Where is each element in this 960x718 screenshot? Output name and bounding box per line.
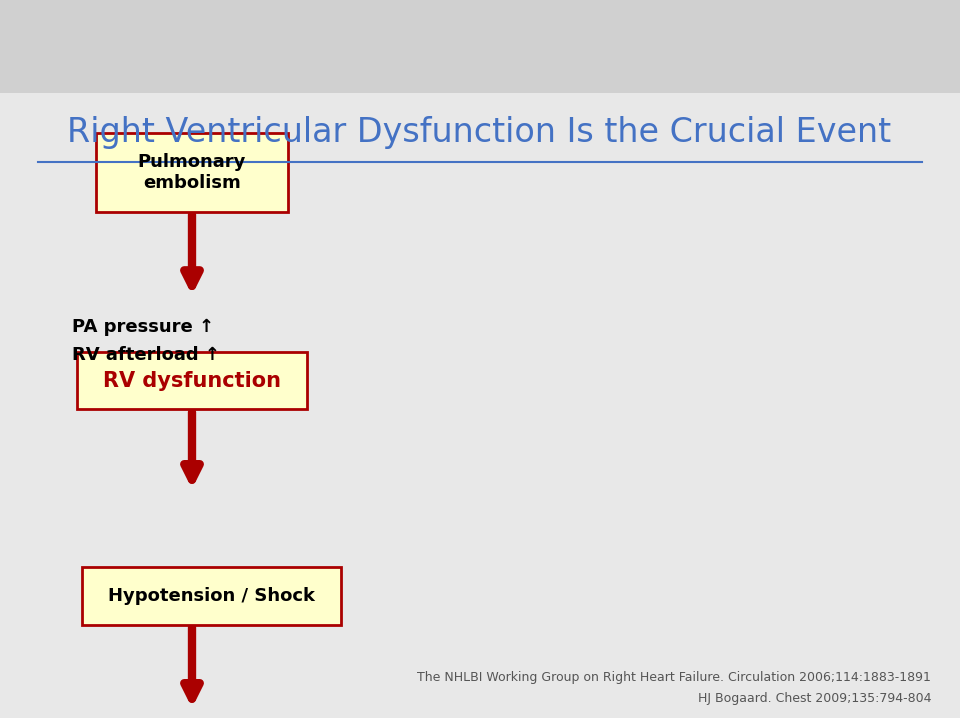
Text: The NHLBI Working Group on Right Heart Failure. Circulation 2006;114:1883-1891: The NHLBI Working Group on Right Heart F… [418, 671, 931, 684]
FancyBboxPatch shape [77, 352, 307, 409]
Text: HJ Bogaard. Chest 2009;135:794-804: HJ Bogaard. Chest 2009;135:794-804 [698, 692, 931, 705]
FancyBboxPatch shape [82, 567, 341, 625]
Text: RV dysfunction: RV dysfunction [103, 370, 281, 391]
Text: Pulmonary
embolism: Pulmonary embolism [138, 153, 246, 192]
Bar [0, 0, 960, 93]
Text: Right Ventricular Dysfunction Is the Crucial Event: Right Ventricular Dysfunction Is the Cru… [67, 116, 891, 149]
Text: Hypotension / Shock: Hypotension / Shock [108, 587, 315, 605]
Text: PA pressure ↑: PA pressure ↑ [72, 317, 214, 336]
FancyBboxPatch shape [96, 133, 288, 212]
Text: RV afterload ↑: RV afterload ↑ [72, 346, 220, 365]
